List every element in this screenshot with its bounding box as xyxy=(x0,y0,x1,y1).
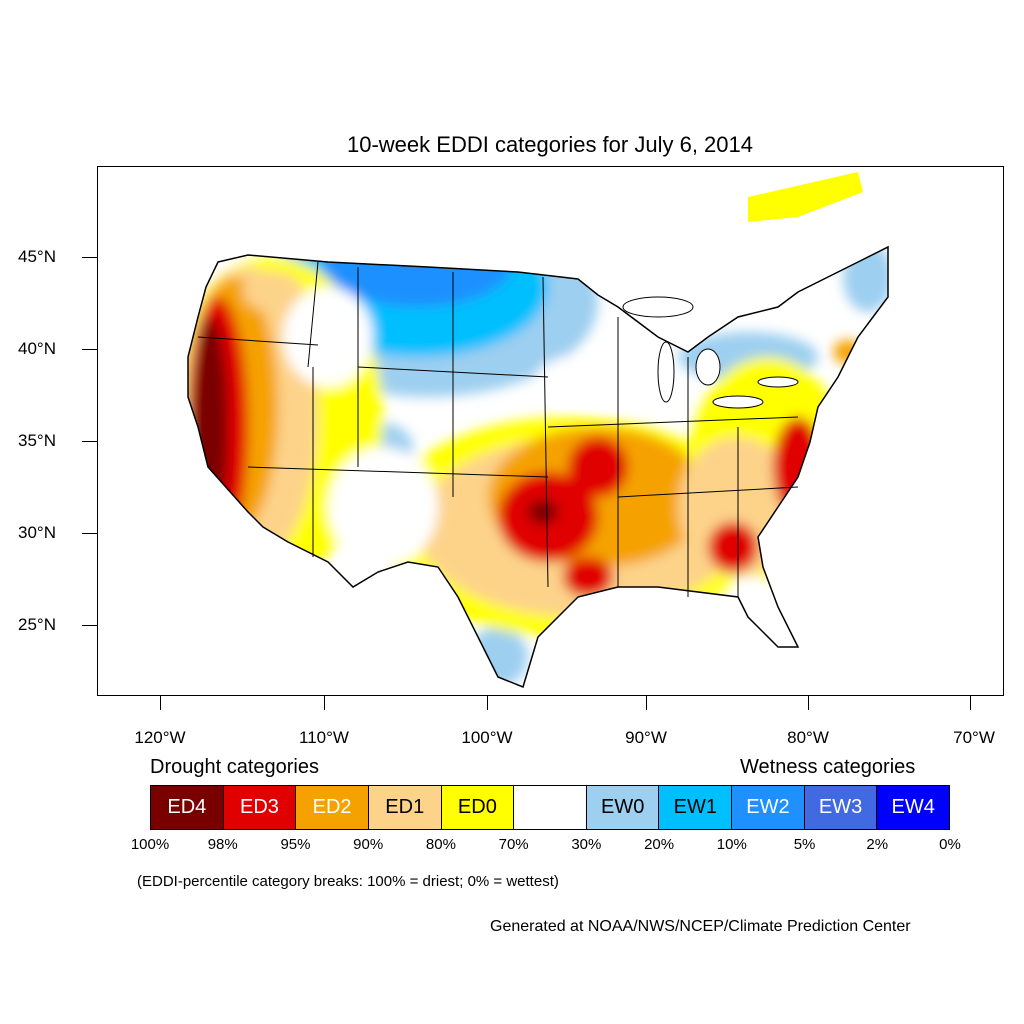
wet-field-texas-2 xyxy=(408,597,448,637)
neutral-field-mw xyxy=(538,352,658,402)
us-outline xyxy=(187,245,889,689)
lat-label-40: 40°N xyxy=(18,339,56,358)
lat-tick xyxy=(82,257,97,258)
category-legend: ED4 ED3 ED2 ED1 ED0 EW0 EW1 EW2 EW3 EW4 xyxy=(150,785,950,830)
legend-swatch-ew0: EW0 xyxy=(586,786,660,829)
wet-field-ew4 xyxy=(403,210,453,234)
percent-break-label: 98% xyxy=(207,836,238,853)
legend-swatch-ew3: EW3 xyxy=(804,786,878,829)
legend-swatch-ew4: EW4 xyxy=(877,786,950,829)
percent-break-label: 100% xyxy=(130,836,170,853)
lat-tick xyxy=(82,533,97,534)
lat-tick xyxy=(82,625,97,626)
lon-label-110w: 110°W xyxy=(299,728,349,747)
lat-tick xyxy=(82,441,97,442)
drought-field-ed3-la xyxy=(563,557,613,597)
neutral-field-sw xyxy=(328,447,438,567)
lon-tick xyxy=(324,696,325,710)
canada-yellow xyxy=(748,172,863,222)
great-lakes xyxy=(622,296,799,409)
legend-swatch-ed4: ED4 xyxy=(151,786,224,829)
drought-field-ed2-ny xyxy=(833,340,863,364)
legend-swatch-ed1: ED1 xyxy=(368,786,442,829)
legend-swatch-neutral xyxy=(514,786,587,829)
percent-break-label: 5% xyxy=(793,836,816,853)
category-note: (EDDI-percentile category breaks: 100% =… xyxy=(137,873,559,890)
lat-label-25: 25°N xyxy=(18,615,56,634)
state-lines xyxy=(197,261,799,597)
wetness-categories-heading: Wetness categories xyxy=(740,756,916,778)
percent-break-label: 0% xyxy=(939,836,961,853)
lon-label-90w: 90°W xyxy=(625,728,667,747)
lat-label-45: 45°N xyxy=(18,247,56,266)
legend-swatch-ed3: ED3 xyxy=(223,786,297,829)
lat-tick xyxy=(82,349,97,350)
drought-field-ed1-idaho xyxy=(243,272,303,312)
percent-break-label: 2% xyxy=(866,836,889,853)
lon-label-80w: 80°W xyxy=(787,728,829,747)
neutral-field-mt xyxy=(283,287,373,387)
lat-label-35: 35°N xyxy=(18,431,56,450)
lon-label-70w: 70°W xyxy=(953,728,995,747)
legend-swatch-ew1: EW1 xyxy=(659,786,733,829)
legend-swatch-ed0: ED0 xyxy=(441,786,515,829)
lon-tick xyxy=(487,696,488,710)
lon-tick xyxy=(160,696,161,710)
drought-field-ed3-south-2 xyxy=(568,437,628,497)
percent-break-label: 20% xyxy=(644,836,675,853)
eddi-map xyxy=(97,166,1004,696)
credit-line: Generated at NOAA/NWS/NCEP/Climate Predi… xyxy=(490,918,911,935)
map-title: 10-week EDDI categories for July 6, 2014 xyxy=(347,132,753,157)
lat-label-30: 30°N xyxy=(18,523,56,542)
percent-break-label: 30% xyxy=(571,836,602,853)
percent-break-label: 95% xyxy=(280,836,311,853)
lon-tick xyxy=(970,696,971,710)
drought-field-ed3-georgia xyxy=(708,522,758,572)
wet-field-ew2 xyxy=(323,247,513,307)
drought-categories-heading: Drought categories xyxy=(150,756,319,778)
percent-break-label: 90% xyxy=(353,836,384,853)
lon-tick xyxy=(646,696,647,710)
percent-break-label: 10% xyxy=(716,836,747,853)
lon-label-120w: 120°W xyxy=(134,728,186,747)
drought-field-ed4-south xyxy=(528,500,558,524)
eddi-fields xyxy=(188,210,888,687)
legend-swatch-ew2: EW2 xyxy=(732,786,805,829)
legend-swatch-ed2: ED2 xyxy=(296,786,369,829)
lon-tick xyxy=(808,696,809,710)
percent-break-label: 70% xyxy=(498,836,529,853)
wet-field-ew3 xyxy=(358,247,498,257)
percent-break-label: 80% xyxy=(425,836,456,853)
map-canvas xyxy=(187,172,889,689)
lon-label-100w: 100°W xyxy=(461,728,513,747)
